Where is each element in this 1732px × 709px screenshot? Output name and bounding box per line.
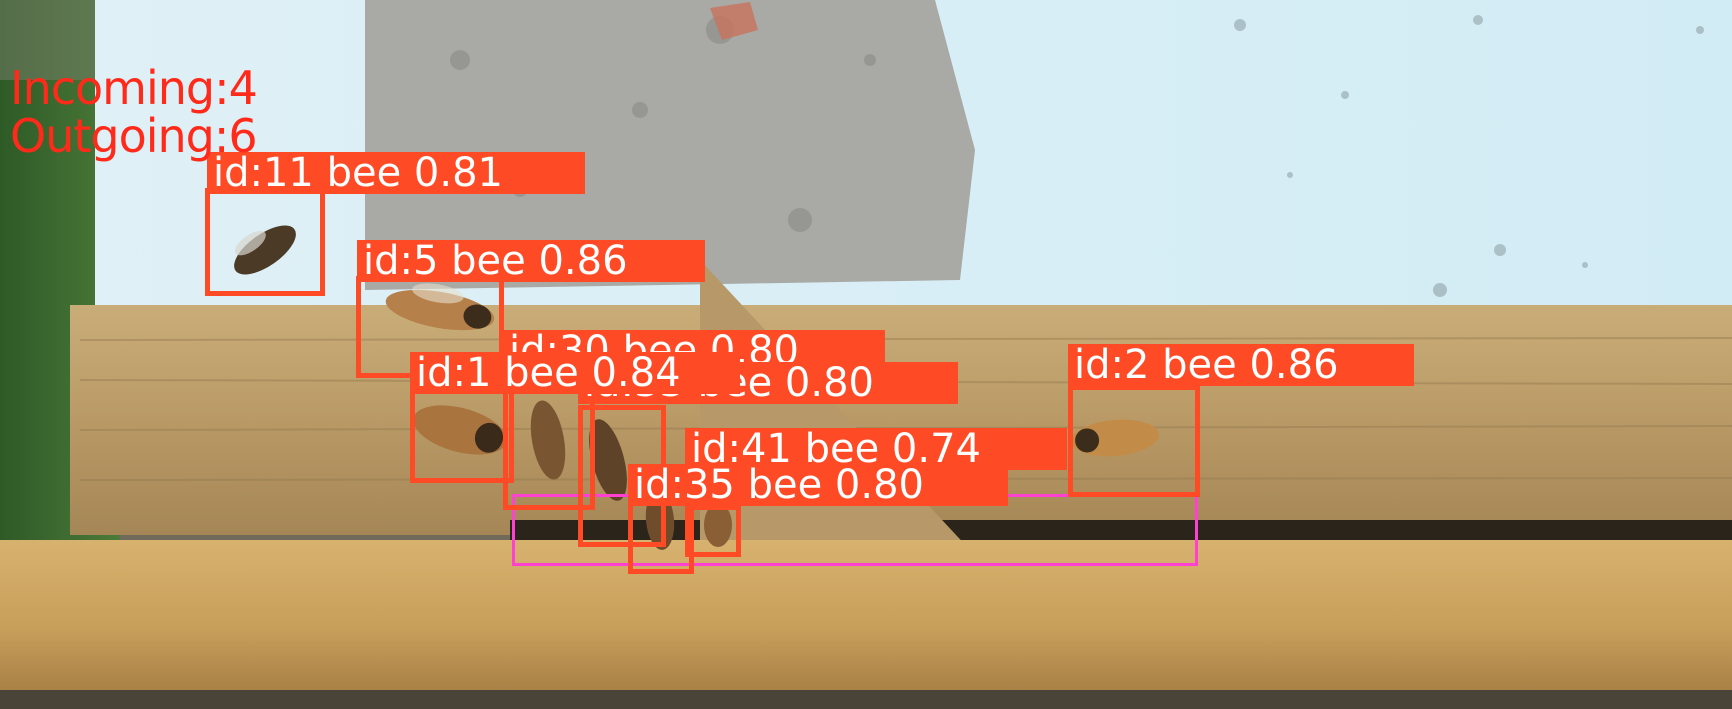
detection-box-11 <box>205 188 325 296</box>
concrete-block <box>365 0 975 290</box>
outgoing-counter: Outgoing:6 <box>10 109 258 163</box>
detection-label-2: id:2 bee 0.86 <box>1068 344 1414 386</box>
detection-box-2 <box>1068 385 1200 497</box>
detection-label-1: id:1 bee 0.84 <box>410 352 740 394</box>
bees <box>234 225 1159 550</box>
detection-box-1 <box>410 388 514 483</box>
detection-box-35 <box>628 497 694 574</box>
incoming-counter: Incoming:4 <box>10 61 258 115</box>
detection-box-41 <box>685 505 741 557</box>
detection-label-5: id:5 bee 0.86 <box>357 240 705 282</box>
detection-label-11: id:11 bee 0.81 <box>207 152 585 194</box>
detection-label-41: id:41 bee 0.74 <box>685 428 1067 470</box>
detection-label-35: id:35 bee 0.80 <box>628 464 1008 506</box>
